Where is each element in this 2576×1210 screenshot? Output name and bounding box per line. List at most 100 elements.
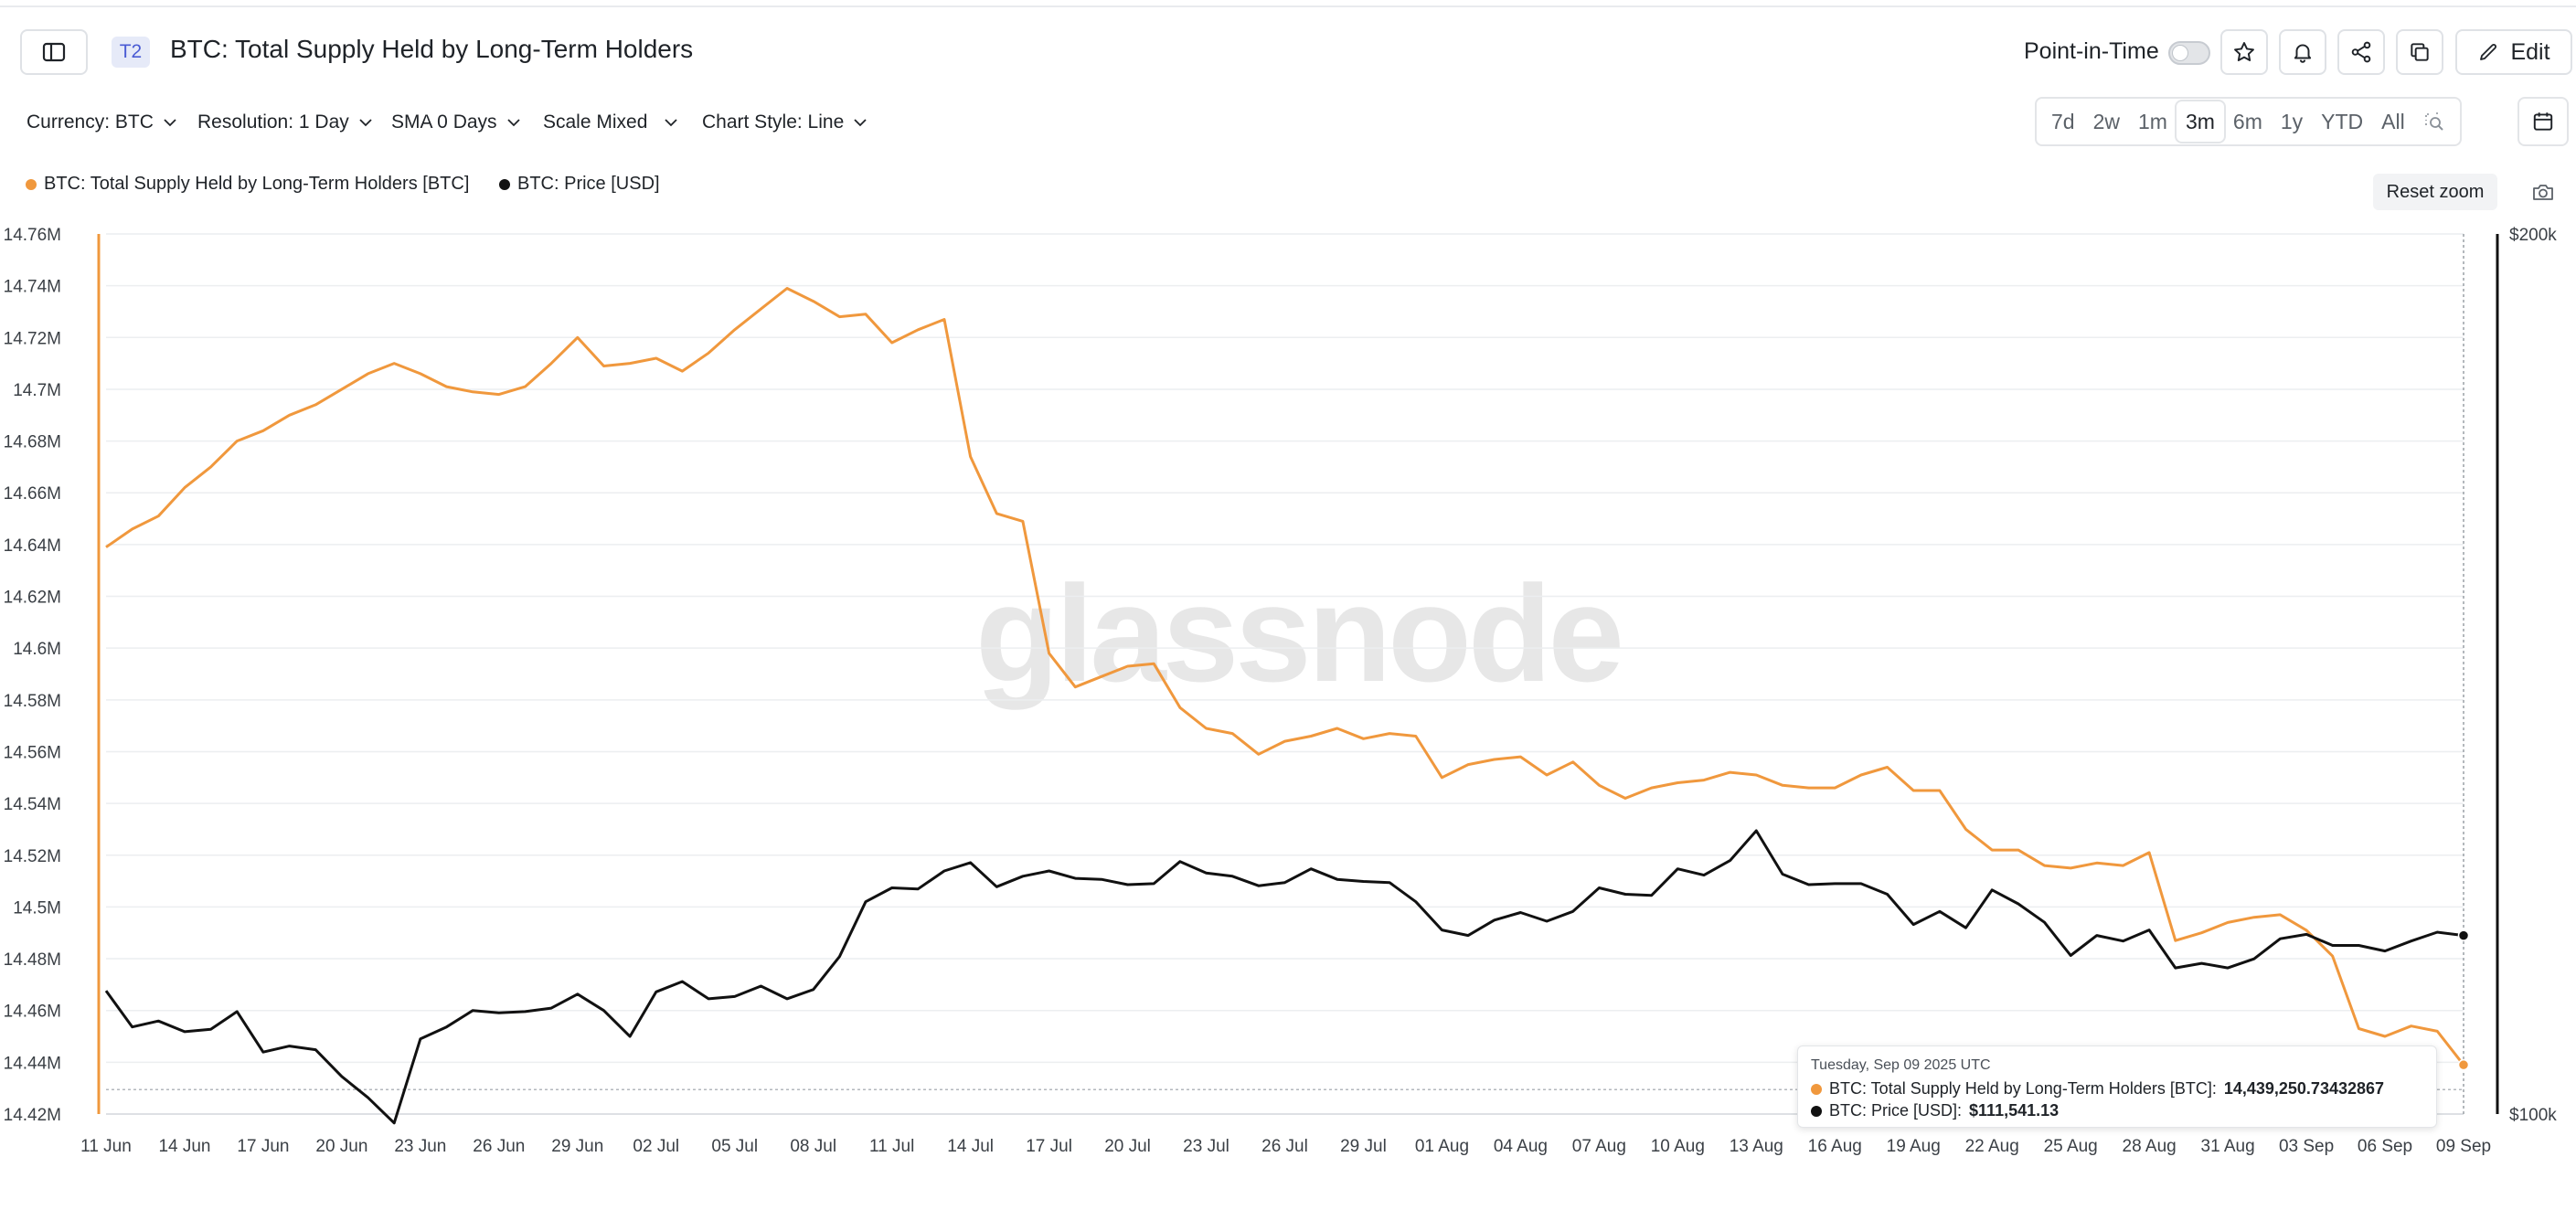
time-range-selector: 7d 2w 1m 3m 6m 1y YTD All xyxy=(2035,97,2462,146)
zoom-select-button[interactable] xyxy=(2414,101,2454,142)
currency-dropdown[interactable]: Currency: BTC xyxy=(27,111,177,133)
x-tick-label: 07 Aug xyxy=(1572,1137,1626,1156)
x-tick-label: 14 Jun xyxy=(158,1137,210,1156)
series-line-price xyxy=(104,829,2464,1125)
legend-item-lth-supply[interactable]: BTC: Total Supply Held by Long-Term Hold… xyxy=(26,174,469,195)
chart-style-label: Chart Style: Line xyxy=(702,111,845,133)
x-tick-label: 16 Aug xyxy=(1808,1137,1862,1156)
y-left-tick-label: 14.7M xyxy=(13,381,61,400)
x-tick-label: 19 Aug xyxy=(1887,1137,1941,1156)
x-tick-label: 14 Jul xyxy=(947,1137,994,1156)
x-tick-label: 26 Jun xyxy=(473,1137,525,1156)
x-tick-label: 29 Jul xyxy=(1340,1137,1387,1156)
tier-badge: T2 xyxy=(112,37,150,68)
scale-dropdown[interactable]: Scale Mixed xyxy=(543,111,678,133)
page-title: BTC: Total Supply Held by Long-Term Hold… xyxy=(170,35,694,63)
share-button[interactable] xyxy=(2337,29,2385,75)
x-tick-label: 11 Jun xyxy=(80,1137,132,1156)
range-button-1m[interactable]: 1m xyxy=(2138,109,2167,133)
edit-label: Edit xyxy=(2510,38,2550,65)
duplicate-button[interactable] xyxy=(2396,29,2443,75)
legend-label: BTC: Total Supply Held by Long-Term Hold… xyxy=(44,174,470,194)
x-tick-label: 23 Jul xyxy=(1183,1137,1229,1156)
chevron-down-icon xyxy=(506,119,520,127)
x-tick-label: 05 Jul xyxy=(711,1137,758,1156)
tooltip-swatch xyxy=(1811,1083,1822,1095)
x-tick-label: 28 Aug xyxy=(2123,1137,2177,1156)
x-tick-label: 11 Jul xyxy=(869,1137,914,1156)
y-left-tick-label: 14.62M xyxy=(4,589,61,608)
legend-swatch xyxy=(499,178,510,190)
range-button-2w[interactable]: 2w xyxy=(2092,109,2120,133)
x-tick-label: 22 Aug xyxy=(1965,1137,2019,1156)
reset-zoom-button[interactable]: Reset zoom xyxy=(2373,174,2497,210)
x-tick-label: 10 Aug xyxy=(1651,1137,1705,1156)
x-tick-label: 01 Aug xyxy=(1415,1137,1469,1156)
tooltip-date: Tuesday, Sep 09 2025 UTC xyxy=(1811,1057,1991,1073)
x-tick-label: 09 Sep xyxy=(2436,1137,2491,1156)
chevron-down-icon xyxy=(359,119,372,127)
watermark: glassnode xyxy=(975,557,1621,710)
x-tick-label: 06 Sep xyxy=(2358,1137,2412,1156)
x-tick-label: 23 Jun xyxy=(394,1137,446,1156)
star-icon xyxy=(2234,42,2254,61)
chart-style-dropdown[interactable]: Chart Style: Line xyxy=(702,111,868,133)
y-left-tick-label: 14.46M xyxy=(4,1003,61,1022)
y-right-tick-label: $100k xyxy=(2509,1106,2557,1125)
camera-icon xyxy=(2533,185,2553,200)
tooltip-label: BTC: Total Supply Held by Long-Term Hold… xyxy=(1829,1079,2217,1098)
y-left-tick-label: 14.42M xyxy=(4,1106,61,1125)
range-button-ytd[interactable]: YTD xyxy=(2321,109,2364,133)
edit-button[interactable]: Edit xyxy=(2455,29,2572,75)
toggle-knob xyxy=(2172,45,2188,61)
tooltip-label: BTC: Price [USD]: xyxy=(1829,1101,1963,1120)
range-button-3m[interactable]: 3m xyxy=(2176,101,2224,142)
pencil-icon xyxy=(2480,44,2497,60)
y-left-tick-label: 14.5M xyxy=(13,898,61,918)
point-in-time-toggle[interactable] xyxy=(2168,41,2210,65)
x-tick-label: 25 Aug xyxy=(2044,1137,2098,1156)
currency-label: Currency: BTC xyxy=(27,111,154,133)
legend-item-price[interactable]: BTC: Price [USD] xyxy=(499,174,660,195)
y-left-tick-label: 14.44M xyxy=(4,1054,61,1073)
series-line-lth-supply xyxy=(105,287,2465,1067)
zoom-select-icon xyxy=(2424,112,2443,131)
x-tick-label: 17 Jun xyxy=(237,1137,289,1156)
y-left-tick-label: 14.52M xyxy=(4,847,61,866)
range-button-1y[interactable]: 1y xyxy=(2280,109,2304,133)
y-right-tick-label: $200k xyxy=(2509,226,2557,245)
x-tick-label: 03 Sep xyxy=(2279,1137,2334,1156)
range-button-6m[interactable]: 6m xyxy=(2232,109,2262,133)
alert-button[interactable] xyxy=(2279,29,2326,75)
resolution-dropdown[interactable]: Resolution: 1 Day xyxy=(197,111,373,133)
y-left-tick-label: 14.6M xyxy=(13,640,61,659)
y-left-tick-label: 14.68M xyxy=(4,433,61,452)
chevron-down-icon xyxy=(854,119,867,127)
hover-point xyxy=(2457,1058,2470,1071)
x-tick-label: 31 Aug xyxy=(2201,1137,2255,1156)
copy-icon xyxy=(2411,43,2429,61)
favorite-button[interactable] xyxy=(2220,29,2268,75)
y-left-tick-label: 14.48M xyxy=(4,950,61,970)
range-button-all[interactable]: All xyxy=(2381,109,2405,133)
sma-dropdown[interactable]: SMA 0 Days xyxy=(391,111,521,133)
y-left-tick-label: 14.76M xyxy=(4,226,61,245)
tooltip-row-lth-supply: BTC: Total Supply Held by Long-Term Hold… xyxy=(1811,1079,2423,1099)
date-picker-button[interactable] xyxy=(2517,97,2569,146)
legend-label: BTC: Price [USD] xyxy=(517,174,660,194)
sidebar-toggle-button[interactable] xyxy=(20,29,88,75)
x-tick-label: 29 Jun xyxy=(551,1137,603,1156)
share-icon xyxy=(2351,41,2371,63)
chart-tooltip: Tuesday, Sep 09 2025 UTC BTC: Total Supp… xyxy=(1797,1045,2437,1128)
bell-icon xyxy=(2294,44,2312,63)
y-left-tick-label: 14.74M xyxy=(4,278,61,297)
hover-point xyxy=(2457,929,2470,941)
screenshot-button[interactable] xyxy=(2528,177,2558,207)
x-tick-label: 08 Jul xyxy=(790,1137,836,1156)
y-left-tick-label: 14.64M xyxy=(4,536,61,556)
tooltip-value: 14,439,250.73432867 xyxy=(2223,1079,2385,1098)
range-button-7d[interactable]: 7d xyxy=(2051,109,2075,133)
legend-swatch xyxy=(26,178,37,190)
resolution-label: Resolution: 1 Day xyxy=(197,111,349,133)
